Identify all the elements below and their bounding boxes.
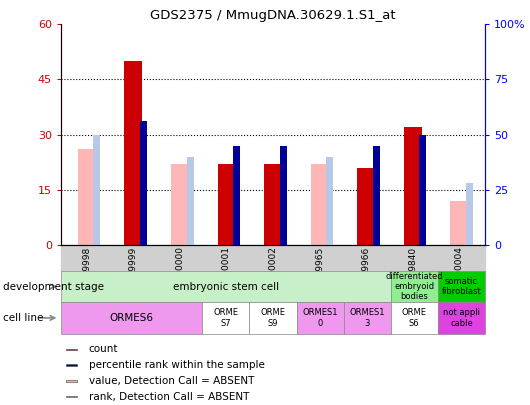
Text: ORME
S9: ORME S9 [260,308,286,328]
Text: value, Detection Call = ABSENT: value, Detection Call = ABSENT [89,376,254,386]
Bar [391,271,438,302]
Bar [296,302,343,334]
Text: somatic
fibroblast: somatic fibroblast [441,277,481,296]
Text: count: count [89,345,118,354]
Bar [311,164,329,245]
Bar [264,164,282,245]
Text: embryonic stem cell: embryonic stem cell [173,281,279,292]
Text: ORMES1
3: ORMES1 3 [349,308,385,328]
Text: not appli
cable: not appli cable [443,308,480,328]
Bar [125,61,142,245]
Bar [357,168,375,245]
Bar [66,349,77,350]
Bar [233,146,240,245]
Text: ORMES1
0: ORMES1 0 [302,308,338,328]
Bar [250,302,296,334]
Text: cell line: cell line [3,313,43,323]
Bar [187,157,193,245]
Bar [140,122,147,245]
Text: differentiated
embryoid
bodies: differentiated embryoid bodies [385,272,443,301]
Bar [419,134,427,245]
Bar [404,127,421,245]
Bar [466,183,473,245]
Bar [343,302,391,334]
Bar [326,157,333,245]
Bar [373,146,380,245]
Text: percentile rank within the sample: percentile rank within the sample [89,360,264,370]
Bar [419,134,427,245]
Text: ORME
S7: ORME S7 [214,308,238,328]
Text: rank, Detection Call = ABSENT: rank, Detection Call = ABSENT [89,392,249,401]
Bar [438,271,485,302]
Bar [391,302,438,334]
Bar [217,164,235,245]
Bar [66,364,77,366]
Bar [93,134,100,245]
Bar [66,380,77,382]
Bar [78,149,95,245]
Bar [171,164,189,245]
Bar [438,302,485,334]
Text: ORME
S6: ORME S6 [402,308,427,328]
Title: GDS2375 / MmugDNA.30629.1.S1_at: GDS2375 / MmugDNA.30629.1.S1_at [150,9,396,22]
Bar [202,302,250,334]
Bar [61,302,202,334]
Bar [61,271,391,302]
Bar [450,201,468,245]
Text: ORMES6: ORMES6 [110,313,154,323]
Bar [66,396,77,397]
Text: development stage: development stage [3,281,104,292]
Bar [280,146,287,245]
Bar [61,245,485,271]
